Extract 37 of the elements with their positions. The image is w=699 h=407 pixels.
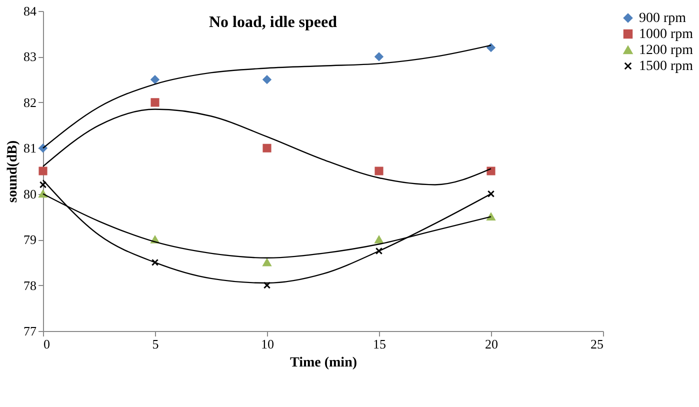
y-axis-title: sound(dB) xyxy=(6,140,20,203)
legend-label: 900 rpm xyxy=(639,11,686,26)
point xyxy=(262,144,272,152)
x-tick-label: 15 xyxy=(373,336,386,352)
point xyxy=(486,43,496,52)
y-tick-label: 84 xyxy=(24,4,37,18)
y-tick-label: 81 xyxy=(24,140,36,156)
point xyxy=(375,247,383,255)
x-tick-label: 0 xyxy=(44,336,50,352)
point xyxy=(374,236,384,244)
y-tick-label: 78 xyxy=(24,278,36,293)
y-tick-label: 83 xyxy=(24,49,36,64)
chart-title: No load, idle speed xyxy=(208,14,338,31)
y-tick-label: 80 xyxy=(24,186,36,202)
point xyxy=(486,166,496,176)
point xyxy=(487,190,495,198)
legend-label: 1000 rpm xyxy=(639,27,694,42)
point xyxy=(38,166,48,176)
point xyxy=(486,212,496,221)
y-tick-label: 77 xyxy=(24,324,37,338)
point xyxy=(262,75,272,84)
point xyxy=(150,98,160,107)
x-tick-label: 5 xyxy=(152,336,159,352)
legend-label: 1200 rpm xyxy=(639,43,694,58)
point xyxy=(374,52,384,61)
y-tick-label: 79 xyxy=(24,232,36,248)
point xyxy=(262,258,272,266)
point xyxy=(150,75,160,84)
x-tick-label: 10 xyxy=(261,336,274,352)
x-tick-label: 25 xyxy=(590,336,604,352)
point xyxy=(374,166,384,176)
legend-label: 1500 rpm xyxy=(639,59,694,74)
x-axis-title: Time (min) xyxy=(290,356,358,370)
point xyxy=(263,282,271,289)
point xyxy=(151,258,159,266)
x-tick-label: 20 xyxy=(485,336,498,352)
y-tick-label: 82 xyxy=(24,94,36,110)
